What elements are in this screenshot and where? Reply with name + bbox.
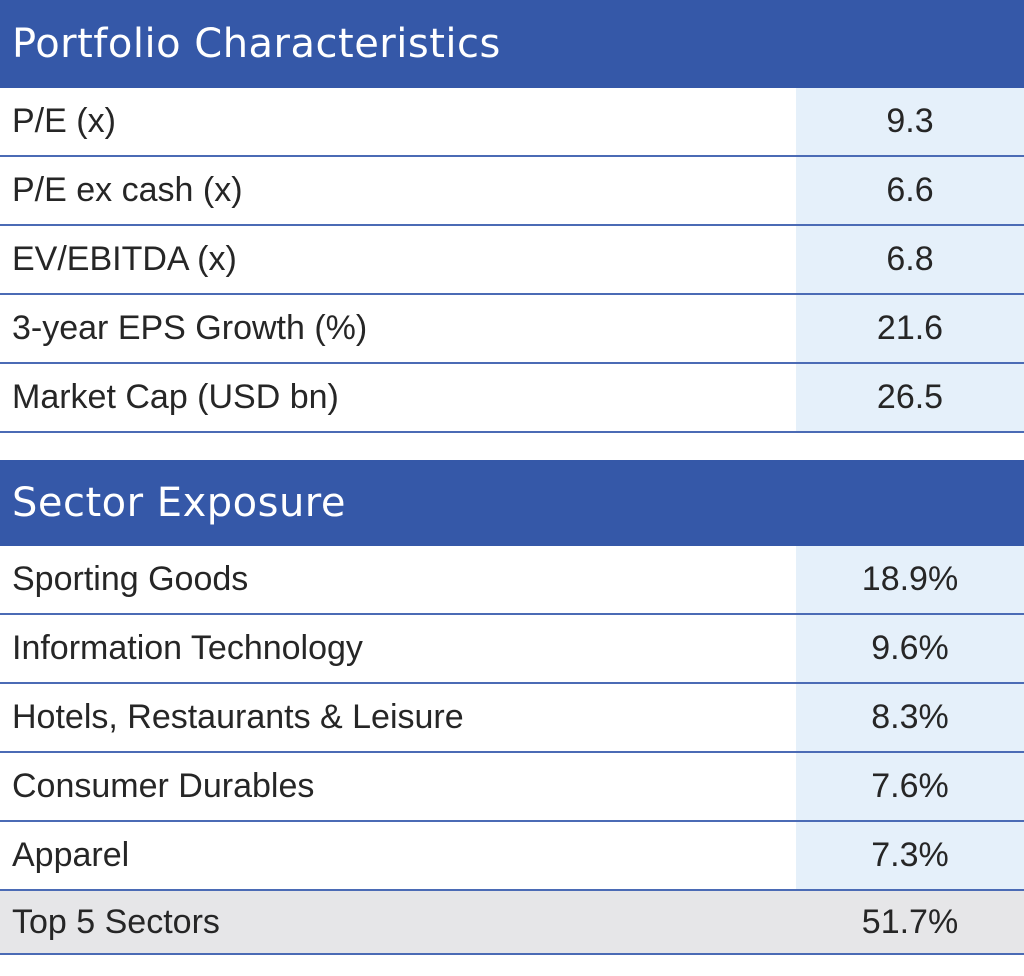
row-value: 9.6%: [796, 615, 1024, 682]
row-value: 21.6: [796, 295, 1024, 362]
row-value: 26.5: [796, 364, 1024, 431]
row-label: Hotels, Restaurants & Leisure: [12, 698, 464, 736]
sector-exposure-table: Sector Exposure Sporting Goods 18.9% Inf…: [0, 460, 1024, 955]
table-row: Sporting Goods 18.9%: [0, 546, 1024, 615]
portfolio-characteristics-title: Portfolio Characteristics: [0, 0, 1024, 88]
row-value: 6.6: [796, 157, 1024, 224]
row-label: P/E (x): [12, 102, 116, 140]
row-value: 8.3%: [796, 684, 1024, 751]
row-value: 7.3%: [796, 822, 1024, 889]
table-row: P/E (x) 9.3: [0, 88, 1024, 157]
row-label: Sporting Goods: [12, 560, 249, 598]
row-label: Consumer Durables: [12, 767, 315, 805]
portfolio-characteristics-table: Portfolio Characteristics P/E (x) 9.3 P/…: [0, 0, 1024, 433]
table-row: Consumer Durables 7.6%: [0, 753, 1024, 822]
table-row: Apparel 7.3%: [0, 822, 1024, 891]
row-value: 9.3: [796, 88, 1024, 155]
table-row: Market Cap (USD bn) 26.5: [0, 364, 1024, 433]
total-label: Top 5 Sectors: [12, 902, 220, 941]
table-row: Hotels, Restaurants & Leisure 8.3%: [0, 684, 1024, 753]
row-value: 18.9%: [796, 546, 1024, 613]
row-label: Market Cap (USD bn): [12, 378, 339, 416]
row-label: Apparel: [12, 836, 130, 874]
table-row: EV/EBITDA (x) 6.8: [0, 226, 1024, 295]
row-value: 6.8: [796, 226, 1024, 293]
total-value: 51.7%: [861, 902, 959, 941]
sector-exposure-title: Sector Exposure: [0, 460, 1024, 546]
row-value: 7.6%: [796, 753, 1024, 820]
row-label: Information Technology: [12, 629, 363, 667]
table-row: Information Technology 9.6%: [0, 615, 1024, 684]
row-label: 3-year EPS Growth (%): [12, 309, 368, 347]
row-label: EV/EBITDA (x): [12, 240, 237, 278]
total-row: Top 5 Sectors 51.7%: [0, 891, 1024, 955]
row-label: P/E ex cash (x): [12, 171, 243, 209]
table-row: P/E ex cash (x) 6.6: [0, 157, 1024, 226]
table-row: 3-year EPS Growth (%) 21.6: [0, 295, 1024, 364]
